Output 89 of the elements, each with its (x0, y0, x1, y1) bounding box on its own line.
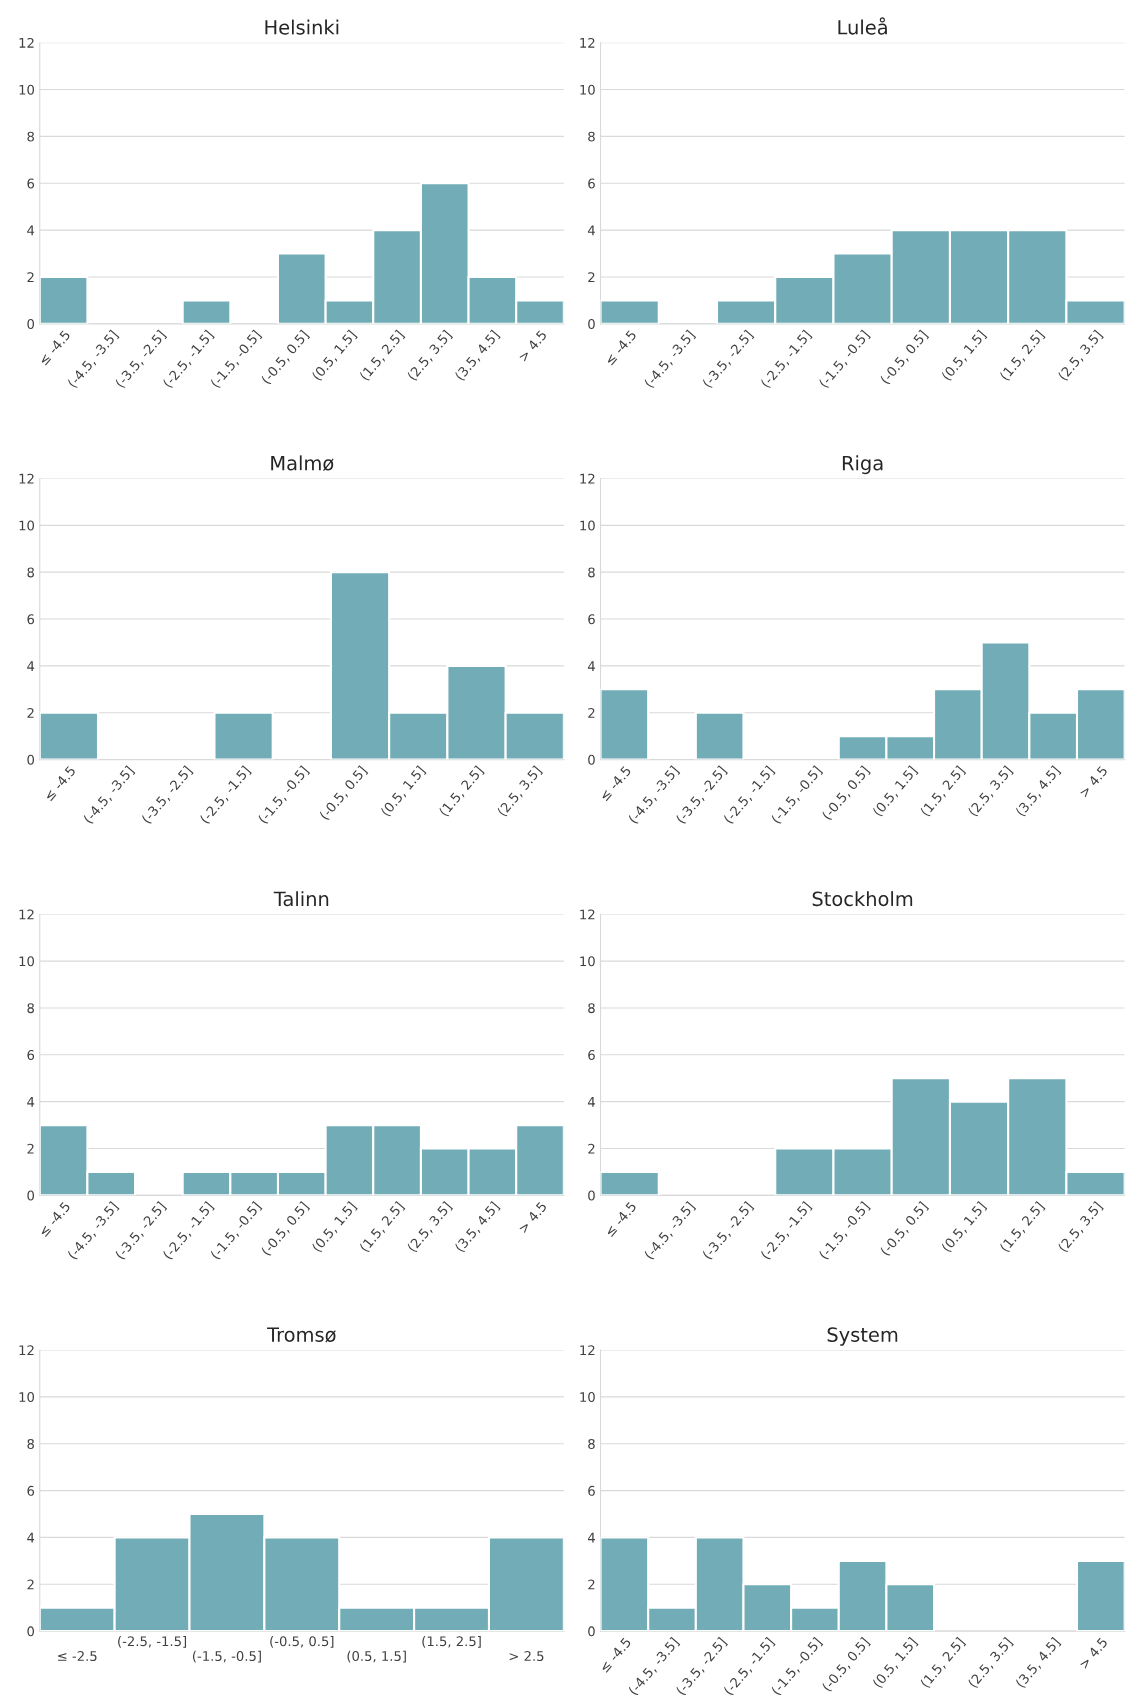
x-tick-label: ≤ -4.5 (38, 1201, 71, 1238)
y-tick-label: 2 (27, 1579, 34, 1590)
x-tick-label: > 4.5 (1078, 1637, 1108, 1670)
chart-title: Talinn (273, 891, 329, 907)
y-tick-label: 12 (580, 37, 595, 48)
y-tick-label: 6 (27, 178, 35, 189)
x-tick-label: > 2.5 (509, 1651, 544, 1661)
x-tick-label: (1.5, 2.5] (422, 1636, 481, 1648)
x-tick-label: (-2.5, -1.5] (118, 1636, 187, 1648)
chart-title: Stockholm (812, 891, 913, 907)
x-tick-label: (-1.5, -0.5] (192, 1650, 261, 1663)
y-tick-label: 10 (580, 84, 595, 95)
x-tick-label: ≤ -4.5 (43, 765, 76, 802)
y-tick-label: 10 (19, 1392, 35, 1403)
y-tick-label: 8 (588, 131, 595, 142)
y-tick-label: 2 (27, 707, 34, 718)
y-tick-label: 6 (27, 614, 35, 625)
y-tick-label: 2 (588, 272, 595, 282)
y-tick-label: 12 (19, 473, 34, 484)
y-tick-label: 4 (587, 661, 595, 671)
y-tick-label: 4 (27, 225, 35, 236)
y-tick-label: 0 (588, 1626, 595, 1637)
y-tick-label: 8 (27, 131, 34, 142)
y-tick-label: 12 (580, 473, 595, 484)
y-tick-label: 6 (588, 178, 595, 189)
bar (39, 275, 89, 324)
y-tick-label: 4 (27, 1532, 35, 1543)
y-tick-label: 8 (588, 1438, 595, 1449)
bar (1075, 1559, 1125, 1632)
y-tick-label: 6 (588, 614, 595, 625)
y-tick-label: 6 (27, 1050, 35, 1060)
y-tick-label: 10 (19, 956, 35, 967)
y-tick-label: 10 (19, 520, 35, 531)
y-tick-label: 12 (580, 909, 595, 920)
y-tick-label: 4 (587, 225, 595, 236)
y-tick-label: 6 (27, 1485, 35, 1496)
y-tick-label: 2 (27, 1143, 34, 1154)
x-tick-label: (-0.5, 0.5] (270, 1636, 334, 1648)
y-tick-label: 8 (27, 1438, 34, 1449)
bar (39, 711, 100, 760)
x-tick-label: > 4.5 (1078, 765, 1108, 798)
chart-title: Riga (842, 455, 883, 475)
y-tick-label: 10 (580, 1392, 595, 1403)
y-tick-label: 0 (588, 1190, 595, 1201)
y-tick-label: 8 (27, 567, 34, 578)
y-tick-label: 2 (588, 1143, 595, 1154)
y-tick-label: 12 (19, 37, 34, 48)
chart-title: Malmø (271, 455, 334, 472)
x-tick-label: ≤ -4.5 (599, 765, 632, 802)
y-tick-label: 2 (588, 1579, 595, 1590)
y-tick-label: 4 (587, 1532, 595, 1543)
y-tick-label: 2 (588, 707, 595, 718)
chart-title: System (827, 1327, 898, 1346)
y-tick-label: 8 (588, 567, 595, 578)
y-tick-label: 12 (19, 909, 34, 920)
y-tick-label: 6 (588, 1050, 595, 1060)
y-tick-label: 10 (19, 84, 35, 95)
y-tick-label: 6 (588, 1485, 595, 1496)
y-tick-label: 10 (580, 956, 595, 967)
y-tick-label: 0 (27, 754, 35, 765)
x-tick-label: ≤ -4.5 (599, 1637, 632, 1673)
y-tick-label: 12 (580, 1345, 595, 1356)
x-tick-label: ≤ -2.5 (58, 1651, 97, 1661)
y-tick-label: 0 (27, 319, 35, 330)
y-tick-label: 0 (27, 1626, 35, 1637)
y-tick-label: 0 (588, 319, 595, 330)
y-tick-label: 10 (580, 520, 595, 531)
bar (600, 688, 650, 760)
y-tick-label: 2 (27, 272, 34, 282)
y-tick-label: 4 (27, 661, 35, 671)
bar (600, 299, 660, 324)
bar (181, 299, 232, 324)
bar (600, 1170, 660, 1196)
y-tick-label: 0 (27, 1190, 35, 1201)
chart-title: Tromsø (267, 1327, 336, 1343)
y-tick-label: 0 (588, 754, 595, 765)
bar (213, 711, 274, 760)
bar (694, 711, 745, 760)
y-tick-label: 8 (588, 1003, 595, 1014)
y-tick-label: 12 (19, 1345, 34, 1356)
y-tick-label: 8 (27, 1003, 34, 1014)
y-tick-label: 4 (27, 1097, 35, 1107)
x-tick-label: ≤ -4.5 (604, 1201, 637, 1238)
x-tick-label: > 4.5 (517, 329, 548, 362)
chart-title: Luleå (838, 17, 887, 35)
x-tick-label: (0.5, 1.5] (347, 1650, 406, 1663)
chart-title: Helsinki (265, 19, 339, 35)
y-tick-label: 4 (587, 1097, 595, 1107)
x-tick-label: > 4.5 (517, 1201, 548, 1234)
